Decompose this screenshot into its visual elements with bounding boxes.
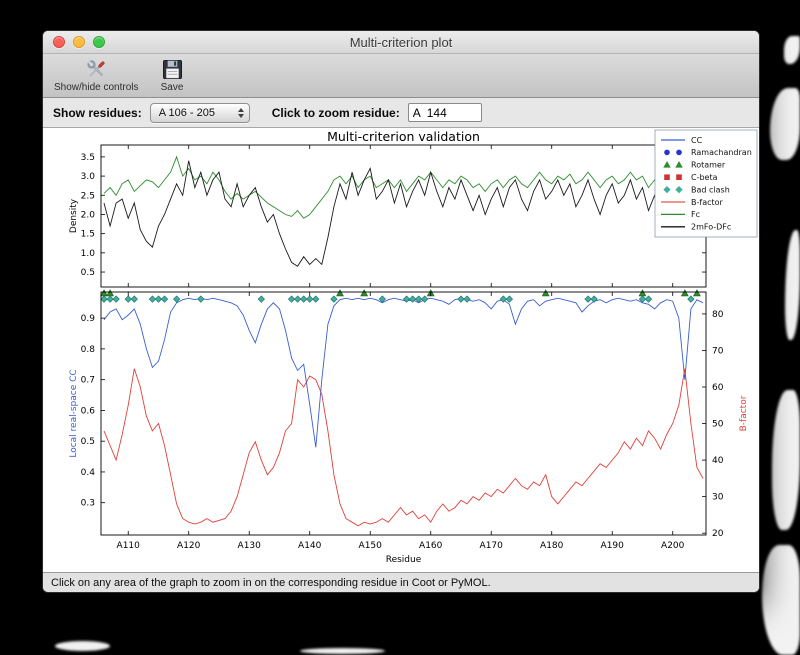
cc-ylabel: Local real-space CC xyxy=(69,369,79,457)
density-subplot: 0.5 1.0 1.5 2.0 2.5 3.0 3.5 Density xyxy=(69,144,707,288)
series-B-factor xyxy=(103,368,704,527)
density-ylabel: Density xyxy=(69,198,79,233)
multi-criterion-figure: Multi-criterion validation 0.5 1.0 1.5 2.0 2.… xyxy=(69,129,758,565)
status-text: Click on any area of the graph to zoom i… xyxy=(51,576,491,589)
svg-text:0.7: 0.7 xyxy=(81,376,95,386)
window-zoom-button[interactable] xyxy=(93,36,105,48)
svg-text:1.0: 1.0 xyxy=(81,249,96,259)
svg-text:30: 30 xyxy=(712,493,724,503)
residue-range-select[interactable]: A 106 - 205 xyxy=(149,102,250,123)
svg-text:C-beta: C-beta xyxy=(691,173,718,182)
svg-text:A110: A110 xyxy=(117,541,141,551)
svg-text:2.5: 2.5 xyxy=(81,191,95,201)
show-residues-label: Show residues: xyxy=(53,105,142,120)
toolbar: Show/hide controls Save xyxy=(43,54,759,98)
save-button[interactable]: Save xyxy=(158,57,187,94)
screen-artifact xyxy=(300,648,385,654)
svg-text:60: 60 xyxy=(712,383,724,393)
series-CC xyxy=(103,297,704,448)
markers-rotamer xyxy=(100,289,701,297)
window-titlebar[interactable]: Multi-criterion plot xyxy=(43,31,759,54)
svg-text:A120: A120 xyxy=(177,541,201,551)
bfactor-ylabel: B-factor xyxy=(739,395,749,431)
screen-artifact xyxy=(770,88,800,160)
svg-text:Ramachandran: Ramachandran xyxy=(691,148,752,157)
show-hide-controls-button[interactable]: Show/hide controls xyxy=(51,57,142,94)
plot-area[interactable]: Multi-criterion validation 0.5 1.0 1.5 2.0 2.… xyxy=(43,128,759,572)
series-2mFo-DFc xyxy=(103,160,704,267)
svg-text:0.4: 0.4 xyxy=(81,468,96,478)
svg-text:A160: A160 xyxy=(419,541,443,551)
svg-text:1.5: 1.5 xyxy=(81,230,95,240)
svg-text:0.3: 0.3 xyxy=(81,499,95,509)
svg-text:40: 40 xyxy=(712,456,724,466)
residue-range-value: A 106 - 205 xyxy=(158,106,215,119)
window-title: Multi-criterion plot xyxy=(349,34,453,50)
crossed-tools-icon xyxy=(87,60,105,77)
screen-artifact xyxy=(772,390,800,530)
svg-text:20: 20 xyxy=(712,529,724,539)
show-hide-controls-label: Show/hide controls xyxy=(54,82,139,93)
status-bar: Click on any area of the graph to zoom i… xyxy=(43,572,759,592)
svg-text:A190: A190 xyxy=(601,541,625,551)
svg-text:Rotamer: Rotamer xyxy=(691,161,726,170)
svg-text:A200: A200 xyxy=(661,541,685,551)
svg-text:80: 80 xyxy=(712,310,724,320)
svg-text:A170: A170 xyxy=(480,541,504,551)
svg-text:B-factor: B-factor xyxy=(691,198,724,207)
figure-title: Multi-criterion validation xyxy=(327,129,480,144)
svg-text:CC: CC xyxy=(691,136,703,145)
save-floppy-icon xyxy=(162,60,182,79)
svg-text:0.5: 0.5 xyxy=(81,268,95,278)
markers-bad-clash xyxy=(100,295,695,303)
screen-artifact xyxy=(785,230,800,340)
screen-artifact xyxy=(55,641,110,651)
svg-text:0.5: 0.5 xyxy=(81,437,95,447)
screen-artifact xyxy=(762,545,800,655)
window-minimize-button[interactable] xyxy=(73,36,85,48)
svg-text:50: 50 xyxy=(712,420,724,430)
svg-text:A140: A140 xyxy=(298,541,322,551)
svg-text:A130: A130 xyxy=(238,541,262,551)
svg-text:0.8: 0.8 xyxy=(81,345,96,355)
save-label: Save xyxy=(160,82,184,93)
svg-text:Fc: Fc xyxy=(691,210,700,219)
legend: CC Ramachandran Rotamer C-beta Bad clash B-fa… xyxy=(654,129,758,238)
svg-text:Bad clash: Bad clash xyxy=(691,185,730,194)
x-axis-label: Residue xyxy=(386,555,422,565)
svg-text:2mFo-DFc: 2mFo-DFc xyxy=(691,223,731,232)
svg-text:A180: A180 xyxy=(540,541,564,551)
svg-text:0.9: 0.9 xyxy=(81,314,96,324)
zoom-residue-label: Click to zoom residue: xyxy=(271,105,400,120)
zoom-residue-input[interactable] xyxy=(407,103,482,122)
svg-text:A150: A150 xyxy=(359,541,383,551)
window-close-button[interactable] xyxy=(53,36,65,48)
svg-text:70: 70 xyxy=(712,346,724,356)
cc-bfactor-subplot: 0.3 0.4 0.5 0.6 0.7 0.8 0.9 20 30 40 50 60 70 80 A110 A… xyxy=(69,289,749,565)
series-Fc xyxy=(103,155,704,219)
svg-text:3.5: 3.5 xyxy=(81,153,95,163)
multi-criterion-plot-window: Multi-criterion plot Show/hide con xyxy=(42,30,760,593)
svg-text:0.6: 0.6 xyxy=(81,406,96,416)
svg-text:2.0: 2.0 xyxy=(81,210,96,220)
svg-text:3.0: 3.0 xyxy=(81,172,96,182)
window-controls xyxy=(53,36,105,48)
controls-row: Show residues: A 106 - 205 Click to zoom… xyxy=(43,98,759,128)
popup-up-down-arrows-icon xyxy=(237,107,244,118)
screen-artifact xyxy=(784,36,800,64)
